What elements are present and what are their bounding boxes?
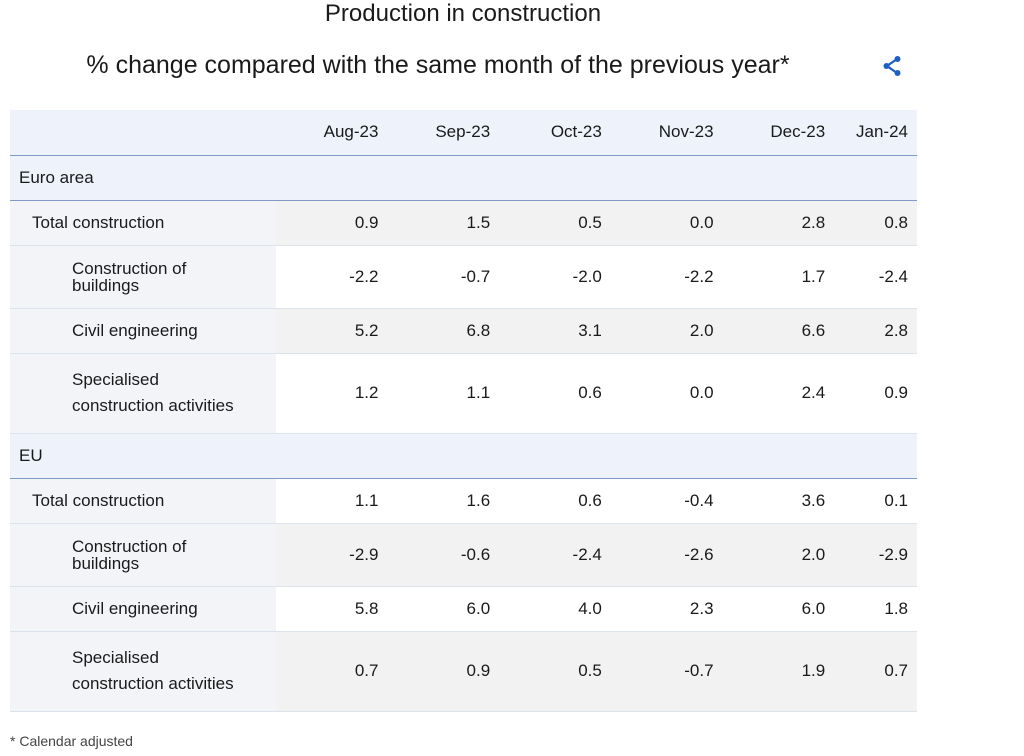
row-label: Total construction xyxy=(10,478,276,524)
cell-value: 0.9 xyxy=(834,353,917,434)
row-label: Total construction xyxy=(10,200,276,246)
cell-value: -0.6 xyxy=(387,523,500,587)
row-label-line: construction activities xyxy=(72,396,234,415)
table-row: Civil engineering 5.8 6.0 4.0 2.3 6.0 1.… xyxy=(10,586,917,632)
data-table: Aug-23 Sep-23 Oct-23 Nov-23 Dec-23 Jan-2… xyxy=(10,110,917,712)
cell-value: 1.5 xyxy=(387,200,500,246)
column-header: Sep-23 xyxy=(387,110,500,156)
cell-value: 5.2 xyxy=(275,308,388,354)
row-label: Specialised construction activities xyxy=(10,353,276,434)
group-row-eu: EU xyxy=(10,433,917,479)
row-label-line: Specialised xyxy=(72,370,159,389)
cell-value: 1.1 xyxy=(387,353,500,434)
row-label: Specialised construction activities xyxy=(10,631,276,712)
cell-value: 5.8 xyxy=(275,586,388,632)
row-label-line: construction activities xyxy=(72,674,234,693)
cell-value: 0.5 xyxy=(499,200,611,246)
cell-value: -2.4 xyxy=(499,523,611,587)
row-label-line: buildings xyxy=(72,275,140,295)
cell-value: 4.0 xyxy=(499,586,611,632)
row-label-line: Construction of xyxy=(72,258,187,278)
row-label: Construction of buildings xyxy=(10,245,276,309)
column-header: Nov-23 xyxy=(610,110,723,156)
row-label: Civil engineering xyxy=(10,586,276,632)
cell-value: 6.0 xyxy=(387,586,500,632)
share-icon-graphic xyxy=(883,56,901,76)
cell-value: -2.0 xyxy=(499,245,611,309)
cell-value: 1.2 xyxy=(275,353,388,434)
cell-value: 0.7 xyxy=(275,631,388,712)
table-row: Specialised construction activities 1.2 … xyxy=(10,353,917,434)
cell-value: 1.9 xyxy=(722,631,835,712)
cell-value: 0.0 xyxy=(610,353,723,434)
table-row: Construction of buildings -2.2 -0.7 -2.0… xyxy=(10,245,917,309)
page-title: Production in construction xyxy=(324,0,602,27)
table-row: Construction of buildings -2.9 -0.6 -2.4… xyxy=(10,523,917,587)
footnote: * Calendar adjusted xyxy=(10,733,133,749)
cell-value: 2.4 xyxy=(722,353,835,434)
page-subtitle: % change compared with the same month of… xyxy=(86,51,790,79)
cell-value: 0.5 xyxy=(499,631,611,712)
cell-value: -2.4 xyxy=(834,245,917,309)
row-label-line: Specialised xyxy=(72,648,159,667)
group-label: Euro area xyxy=(10,155,917,201)
cell-value: 3.1 xyxy=(499,308,611,354)
cell-value: 2.8 xyxy=(834,308,917,354)
cell-value: 0.0 xyxy=(610,200,723,246)
cell-value: 3.6 xyxy=(722,478,835,524)
table-row: Civil engineering 5.2 6.8 3.1 2.0 6.6 2.… xyxy=(10,308,917,354)
cell-value: -0.7 xyxy=(387,245,500,309)
column-header: Jan-24 xyxy=(834,110,917,156)
cell-value: 2.0 xyxy=(610,308,723,354)
cell-value: -2.6 xyxy=(610,523,723,587)
cell-value: -2.9 xyxy=(834,523,917,587)
row-label: Construction of buildings xyxy=(10,523,276,587)
cell-value: 2.3 xyxy=(610,586,723,632)
cell-value: 2.0 xyxy=(722,523,835,587)
cell-value: -0.4 xyxy=(610,478,723,524)
column-header: Dec-23 xyxy=(722,110,835,156)
cell-value: -0.7 xyxy=(610,631,723,712)
cell-value: 0.9 xyxy=(387,631,500,712)
row-label-line: buildings xyxy=(72,553,140,573)
cell-value: 6.6 xyxy=(722,308,835,354)
cell-value: 1.7 xyxy=(722,245,835,309)
row-label: Civil engineering xyxy=(10,308,276,354)
cell-value: 1.8 xyxy=(834,586,917,632)
cell-value: -2.2 xyxy=(610,245,723,309)
table-row: Specialised construction activities 0.7 … xyxy=(10,631,917,712)
cell-value: -2.2 xyxy=(275,245,388,309)
table-header-row: Aug-23 Sep-23 Oct-23 Nov-23 Dec-23 Jan-2… xyxy=(10,110,917,156)
table-row: Total construction 1.1 1.6 0.6 -0.4 3.6 … xyxy=(10,478,917,524)
cell-value: -2.9 xyxy=(275,523,388,587)
cell-value: 6.8 xyxy=(387,308,500,354)
group-label: EU xyxy=(10,433,917,479)
share-icon[interactable] xyxy=(880,54,904,78)
cell-value: 0.6 xyxy=(499,353,611,434)
cell-value: 0.1 xyxy=(834,478,917,524)
header-label-cell xyxy=(10,110,276,156)
column-header: Aug-23 xyxy=(275,110,388,156)
cell-value: 0.9 xyxy=(275,200,388,246)
group-row-euro-area: Euro area xyxy=(10,155,917,201)
table-row: Total construction 0.9 1.5 0.5 0.0 2.8 0… xyxy=(10,200,917,246)
cell-value: 0.6 xyxy=(499,478,611,524)
cell-value: 0.7 xyxy=(834,631,917,712)
cell-value: 0.8 xyxy=(834,200,917,246)
row-label-line: Construction of xyxy=(72,536,187,556)
cell-value: 1.6 xyxy=(387,478,500,524)
cell-value: 1.1 xyxy=(275,478,388,524)
cell-value: 6.0 xyxy=(722,586,835,632)
cell-value: 2.8 xyxy=(722,200,835,246)
column-header: Oct-23 xyxy=(499,110,611,156)
